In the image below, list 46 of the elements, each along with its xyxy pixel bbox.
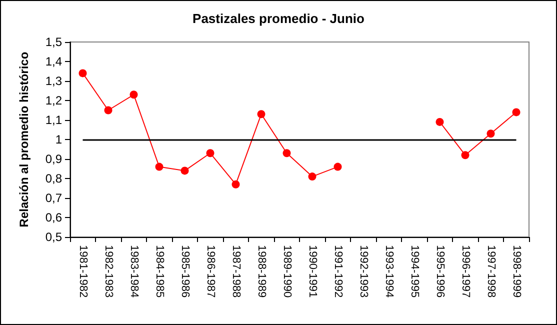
y-axis-title: Relación al promedio histórico: [17, 52, 31, 228]
x-tick-label: 1990-1991: [306, 245, 318, 298]
y-tick-label: 1,3: [45, 74, 62, 88]
point: [130, 90, 138, 99]
point: [486, 130, 495, 138]
x-tick-label: 1992-1993: [357, 245, 370, 298]
point: [155, 162, 164, 171]
x-tick-label: 1981-1982: [76, 245, 89, 298]
point: [78, 69, 87, 78]
point: [461, 151, 470, 160]
point: [104, 106, 112, 114]
y-tick-label: 0,8: [45, 172, 62, 186]
x-tick-label: 1983-1984: [128, 245, 140, 298]
chart-title: Pastizales promedio - Junio: [192, 11, 365, 26]
x-tick-label: 1986-1987: [204, 245, 216, 298]
x-tick-label: 1985-1986: [178, 245, 191, 298]
y-tick-label: 1,5: [45, 35, 62, 49]
y-tick-label: 1: [55, 132, 62, 146]
x-tick-label: 1994-1995: [408, 245, 420, 298]
y-tick-label: 1,4: [45, 54, 62, 68]
point: [308, 172, 316, 181]
x-tick-label: 1988-1989: [255, 245, 268, 298]
x-tick-label: 1987-1988: [230, 245, 242, 298]
point: [436, 118, 444, 126]
y-tick-label: 0,9: [45, 152, 62, 166]
point: [257, 110, 266, 118]
x-tick-label: 1991-1992: [332, 245, 344, 298]
y-tick-label: 0,7: [45, 191, 62, 205]
x-tick-label: 1998-1999: [510, 245, 522, 298]
x-tick-label: 1993-1994: [382, 245, 395, 298]
x-tick-label: 1984-1985: [153, 245, 166, 298]
x-tick-label: 1996-1997: [459, 245, 472, 298]
point: [206, 149, 214, 158]
x-tick-label: 1995-1996: [434, 245, 446, 298]
point: [334, 162, 342, 171]
y-tick-label: 1,2: [45, 94, 62, 108]
y-tick-label: 0,5: [45, 230, 62, 244]
y-tick-label: 1,1: [45, 113, 62, 127]
point: [512, 108, 520, 116]
x-tick-label: 1982-1983: [102, 245, 114, 298]
point: [232, 180, 240, 188]
x-tick-label: 1989-1990: [280, 245, 293, 298]
point: [282, 149, 291, 158]
point: [180, 166, 189, 175]
x-tick-label: 1997-1998: [484, 245, 497, 298]
y-tick-label: 0,6: [45, 210, 62, 224]
